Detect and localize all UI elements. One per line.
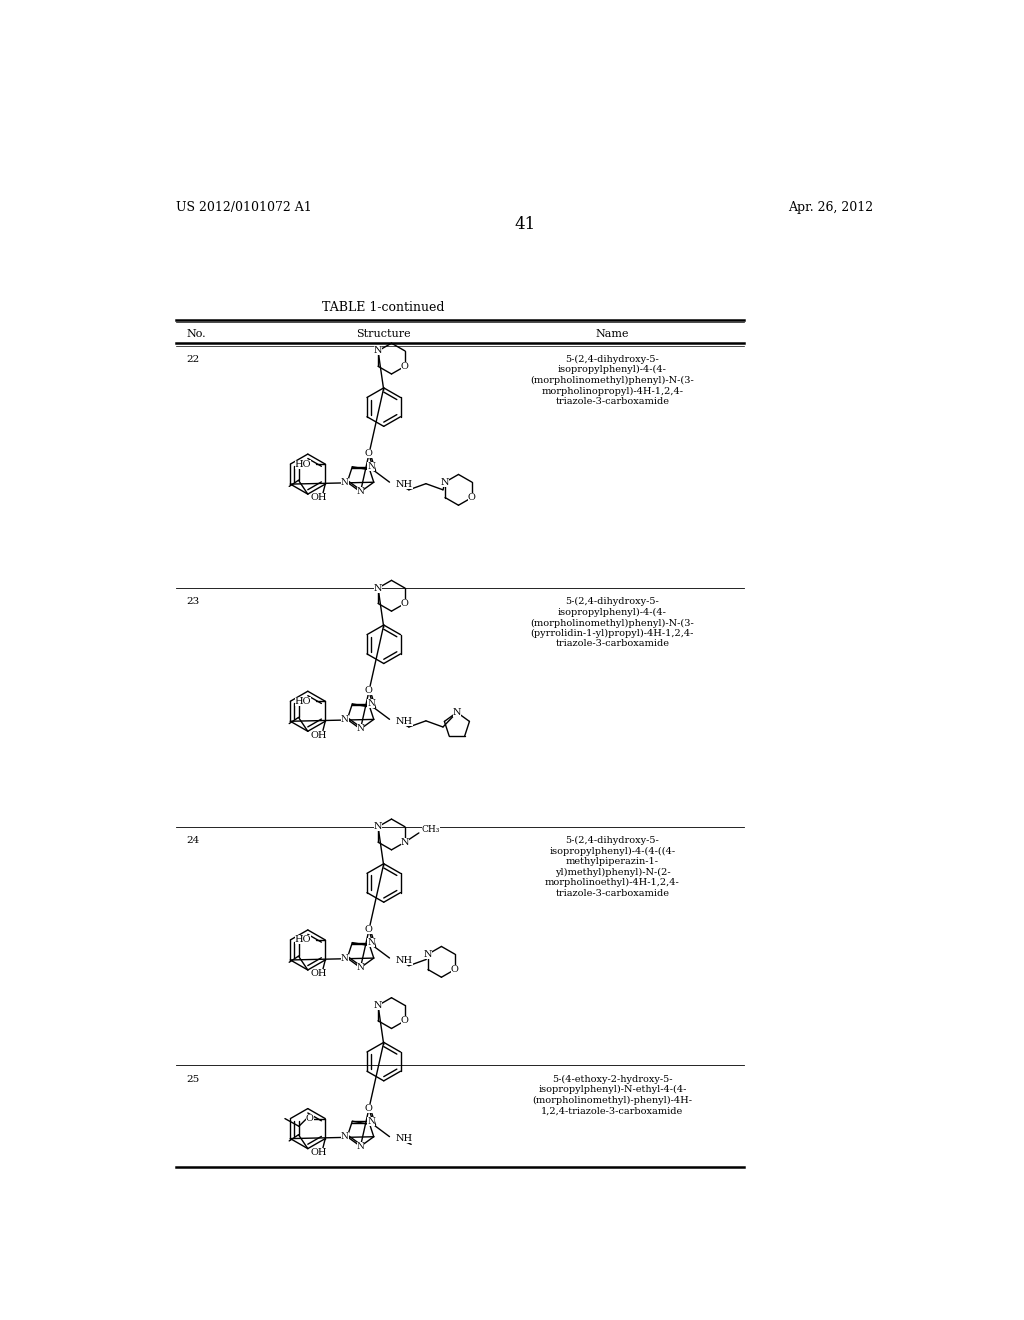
Text: HO: HO [295,459,311,469]
Text: 41: 41 [514,216,536,234]
Text: O: O [451,965,459,974]
Text: N: N [356,964,365,972]
Text: O: O [401,1016,409,1026]
Text: Structure: Structure [356,330,411,339]
Text: Apr. 26, 2012: Apr. 26, 2012 [788,201,873,214]
Text: N: N [424,949,432,958]
Text: 25: 25 [186,1074,200,1084]
Text: O: O [401,362,409,371]
Text: N: N [367,1117,375,1126]
Text: No.: No. [186,330,206,339]
Text: 5-(2,4-dihydroxy-5-
isopropylphenyl)-4-(4-
(morpholinomethyl)phenyl)-N-(3-
morph: 5-(2,4-dihydroxy-5- isopropylphenyl)-4-(… [530,355,694,407]
Text: HO: HO [295,697,311,706]
Text: N: N [341,1133,349,1142]
Text: N: N [341,953,349,962]
Text: 22: 22 [186,355,200,364]
Text: OH: OH [311,1148,328,1156]
Text: NH: NH [395,1134,413,1143]
Text: 5-(2,4-dihydroxy-5-
isopropylphenyl)-4-(4-
(morpholinomethyl)phenyl)-N-(3-
(pyrr: 5-(2,4-dihydroxy-5- isopropylphenyl)-4-(… [530,597,694,648]
Text: NH: NH [395,956,413,965]
Text: N: N [374,1001,382,1010]
Text: N: N [356,487,365,496]
Text: N: N [400,838,410,846]
Text: O: O [306,1114,313,1123]
Text: 24: 24 [186,836,200,845]
Text: NH: NH [395,717,413,726]
Text: O: O [401,599,409,609]
Text: 5-(2,4-dihydroxy-5-
isopropylphenyl)-4-(4-((4-
methylpiperazin-1-
yl)methyl)phen: 5-(2,4-dihydroxy-5- isopropylphenyl)-4-(… [545,836,680,898]
Text: OH: OH [311,731,328,739]
Text: O: O [365,686,373,696]
Text: NH: NH [395,480,413,488]
Text: US 2012/0101072 A1: US 2012/0101072 A1 [176,201,311,214]
Text: 23: 23 [186,597,200,606]
Text: OH: OH [311,969,328,978]
Text: N: N [367,939,375,946]
Text: N: N [367,462,375,471]
Text: N: N [341,478,349,487]
Text: TABLE 1-continued: TABLE 1-continued [323,301,445,314]
Text: 5-(4-ethoxy-2-hydroxy-5-
isopropylphenyl)-N-ethyl-4-(4-
(morpholinomethyl)-pheny: 5-(4-ethoxy-2-hydroxy-5- isopropylphenyl… [532,1074,692,1115]
Text: O: O [365,925,373,935]
Text: CH₃: CH₃ [422,825,440,834]
Text: O: O [468,494,476,502]
Text: N: N [374,346,382,355]
Text: N: N [356,725,365,734]
Text: N: N [367,700,375,709]
Text: Name: Name [596,330,629,339]
Text: N: N [453,708,461,717]
Text: HO: HO [295,936,311,944]
Text: O: O [365,1104,373,1113]
Text: N: N [374,822,382,832]
Text: N: N [356,1142,365,1151]
Text: OH: OH [311,494,328,503]
Text: N: N [374,583,382,593]
Text: N: N [341,715,349,723]
Text: O: O [365,449,373,458]
Text: N: N [440,478,450,487]
